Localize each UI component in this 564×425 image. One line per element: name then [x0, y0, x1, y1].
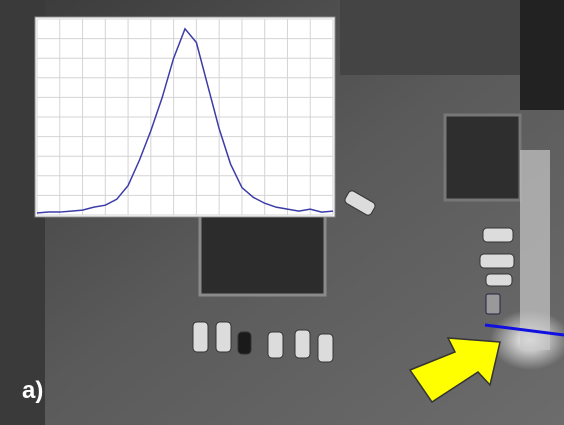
inset-chart [35, 17, 335, 217]
panel-label: a) [22, 377, 43, 404]
figure: a) [0, 0, 564, 425]
